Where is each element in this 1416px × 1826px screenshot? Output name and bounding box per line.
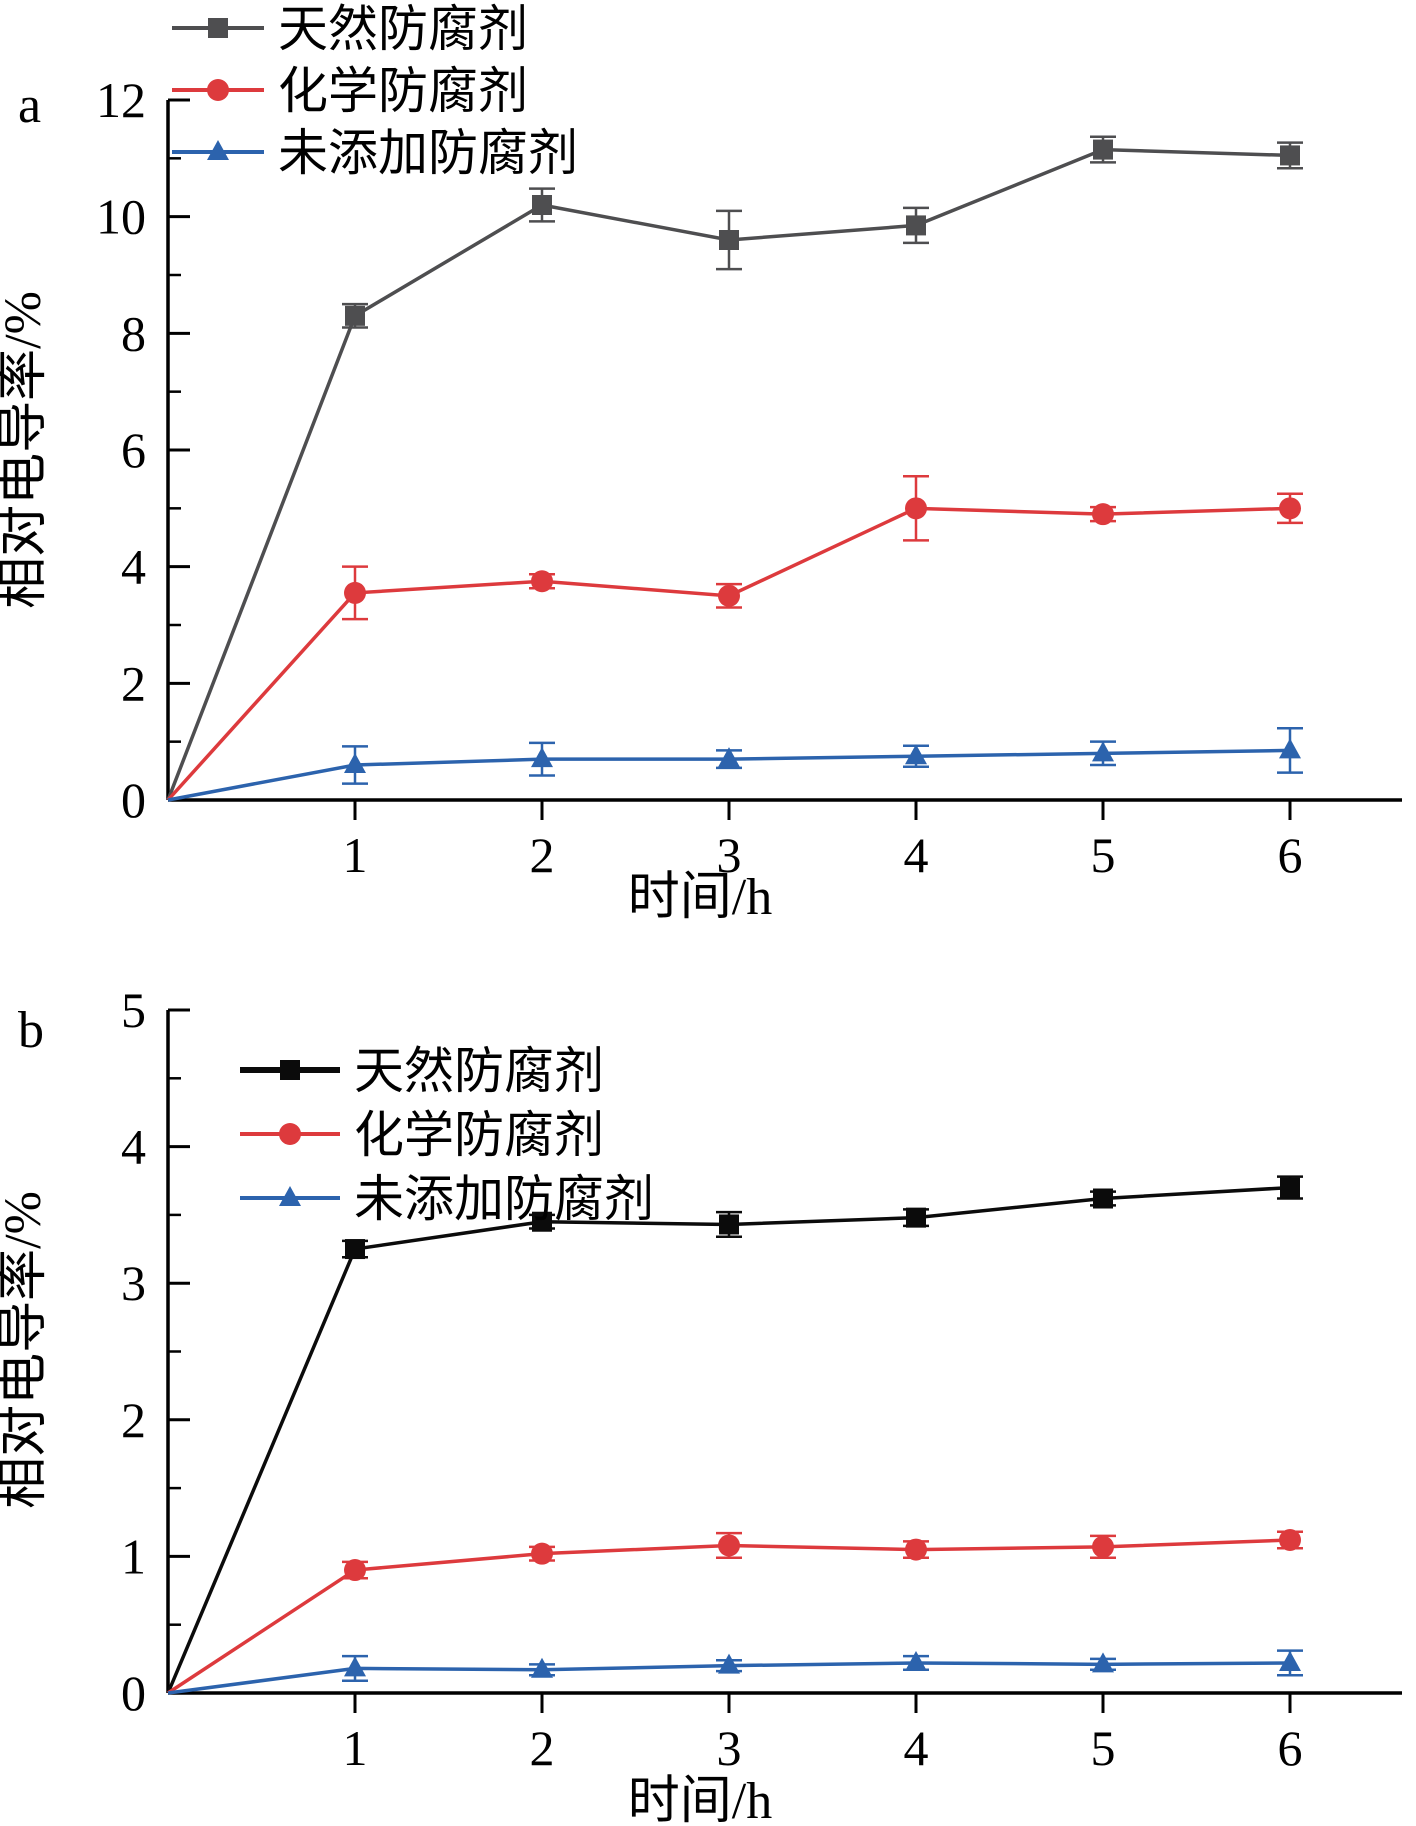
marker-square-natural-preservative [1093,1188,1113,1209]
x-axis-tick-label: 3 [717,1720,742,1776]
x-axis-tick-label: 1 [343,827,368,883]
y-axis-tick-label: 8 [121,305,146,361]
marker-circle-chemical-preservative [531,570,553,593]
marker-circle-chemical-preservative [531,1542,553,1565]
y-axis-tick-label: 2 [121,1392,146,1448]
marker-square-natural-preservative [906,1207,926,1228]
marker-circle-chemical-preservative [905,1538,927,1561]
y-axis-tick-label: 0 [121,772,146,828]
x-axis-tick-label: 2 [530,827,555,883]
panel-label: a [18,77,41,134]
marker-circle-chemical-preservative [718,1534,740,1557]
y-axis-title: 相对电导率/% [0,291,52,609]
marker-circle-chemical-preservative [1092,503,1114,526]
marker-circle-chemical-preservative [344,581,366,604]
x-axis-tick-label: 3 [717,827,742,883]
y-axis-tick-label: 5 [121,982,146,1038]
marker-triangle-no-preservative [531,747,553,768]
marker-triangle-no-preservative [344,753,366,773]
marker-triangle-no-preservative [718,1653,740,1674]
x-axis-tick-label: 4 [904,1720,929,1776]
legend-label-no-preservative: 未添加防腐剂 [278,125,578,181]
y-axis-tick-label: 12 [96,72,146,128]
marker-square-natural-preservative [1093,139,1113,160]
legend-marker-natural-preservative [280,1060,300,1080]
marker-square-natural-preservative [906,215,926,236]
marker-triangle-no-preservative [718,747,740,768]
marker-square-natural-preservative [1280,145,1300,166]
marker-square-natural-preservative [532,195,552,215]
y-axis-tick-label: 2 [121,655,146,711]
marker-triangle-no-preservative [1279,1650,1301,1671]
y-axis-tick-label: 4 [121,1119,146,1175]
y-axis-tick-label: 4 [121,539,146,595]
x-axis-tick-label: 4 [904,827,929,883]
marker-circle-chemical-preservative [718,584,740,607]
marker-square-natural-preservative [532,1211,552,1232]
marker-square-natural-preservative [345,305,365,326]
marker-triangle-no-preservative [531,1657,553,1678]
x-axis-tick-label: 5 [1091,827,1116,883]
y-axis-tick-label: 1 [121,1528,146,1584]
marker-circle-chemical-preservative [1279,497,1301,520]
x-axis-tick-label: 2 [530,1720,555,1776]
marker-triangle-no-preservative [1279,738,1301,759]
marker-square-natural-preservative [345,1239,365,1260]
marker-triangle-no-preservative [1092,741,1114,762]
marker-circle-chemical-preservative [1279,1529,1301,1552]
legend-marker-no-preservative [207,140,229,160]
legend-label-no-preservative: 未添加防腐剂 [354,1171,654,1227]
y-axis-tick-label: 0 [121,1665,146,1721]
x-axis-tick-label: 6 [1278,827,1303,883]
legend-marker-chemical-preservative [207,79,229,101]
y-axis-tick-label: 6 [121,422,146,478]
legend-marker-chemical-preservative [279,1123,301,1145]
marker-circle-chemical-preservative [344,1559,366,1582]
y-axis-title: 相对电导率/% [0,1191,52,1509]
marker-square-natural-preservative [1280,1177,1300,1198]
x-axis-tick-label: 5 [1091,1720,1116,1776]
y-axis-tick-label: 10 [96,189,146,245]
legend-label-chemical-preservative: 化学防腐剂 [278,63,528,119]
marker-triangle-no-preservative [905,744,927,765]
legend-label-natural-preservative: 天然防腐剂 [278,1,528,57]
x-axis-tick-label: 6 [1278,1720,1303,1776]
y-axis-tick-label: 3 [121,1255,146,1311]
marker-square-natural-preservative [719,230,739,250]
x-axis-tick-label: 1 [343,1720,368,1776]
marker-triangle-no-preservative [344,1656,366,1677]
panel-label: b [18,1002,44,1059]
marker-circle-chemical-preservative [905,497,927,520]
marker-triangle-no-preservative [1092,1652,1114,1673]
legend-label-chemical-preservative: 化学防腐剂 [354,1107,604,1163]
legend-marker-no-preservative [279,1186,301,1206]
series-line-natural-preservative [166,1185,1291,1694]
x-axis-title: 时间/h [628,1773,772,1826]
marker-triangle-no-preservative [905,1650,927,1671]
legend-marker-natural-preservative [208,18,228,38]
x-axis-title: 时间/h [628,869,772,920]
marker-circle-chemical-preservative [1092,1535,1114,1558]
legend-label-natural-preservative: 天然防腐剂 [354,1043,604,1099]
marker-square-natural-preservative [719,1214,739,1235]
